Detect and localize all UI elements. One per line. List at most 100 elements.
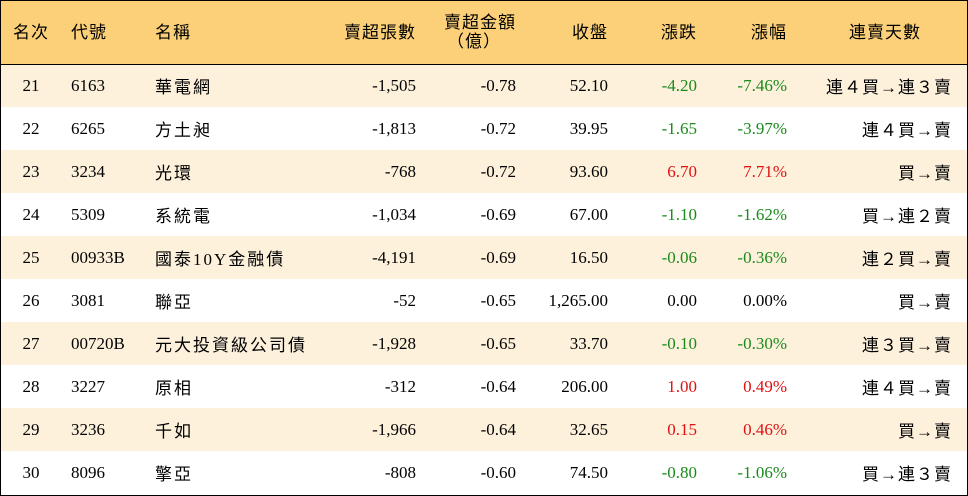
change-pct-cell: -1.62% xyxy=(737,204,787,224)
change-cell: -0.06 xyxy=(661,247,697,267)
net-sell-amount-cell: -0.64 xyxy=(480,419,516,439)
table-row: 27 00720B 元大投資級公司債 -1,928 -0.65 33.70 -0.10 -0.… xyxy=(1,322,967,365)
rank-cell: 28 xyxy=(22,376,40,396)
rank-cell: 26 xyxy=(22,290,40,310)
change-pct-cell: 0.46% xyxy=(743,419,787,439)
table-row: 24 5309 系統電 -1,034 -0.69 67.00 -1.10 -1.62% 買→連２… xyxy=(1,193,967,236)
change-cell: -4.20 xyxy=(661,75,697,95)
code-cell: 3227 xyxy=(71,376,105,396)
net-sell-amount-cell: -0.69 xyxy=(480,204,516,224)
streak-cell: 買→賣 xyxy=(898,293,952,312)
name-cell: 方土昶 xyxy=(155,121,212,140)
net-sell-volume-cell: -52 xyxy=(393,290,416,310)
table-row: 23 3234 光環 -768 -0.72 93.60 6.70 7.71% 買→賣 xyxy=(1,150,967,193)
net-sell-amount-cell: -0.64 xyxy=(480,376,516,396)
net-sell-volume-cell: -1,505 xyxy=(372,75,416,95)
net-sell-volume-cell: -312 xyxy=(384,376,416,396)
close-cell: 206.00 xyxy=(561,376,608,396)
code-cell: 3081 xyxy=(71,290,105,310)
rank-cell: 23 xyxy=(22,161,40,181)
header-net-sell-amount: 賣超金額 （億） xyxy=(418,1,519,65)
header-net-sell-volume: 賣超張數 xyxy=(306,1,418,65)
code-cell: 00933B xyxy=(71,247,125,267)
change-cell: 6.70 xyxy=(667,161,697,181)
streak-cell: 連３買→賣 xyxy=(862,336,952,355)
change-cell: 0.15 xyxy=(667,419,697,439)
net-sell-volume-cell: -1,966 xyxy=(372,419,416,439)
rank-cell: 21 xyxy=(22,75,40,95)
code-cell: 3234 xyxy=(71,161,105,181)
name-cell: 華電網 xyxy=(155,78,212,98)
net-sell-amount-cell: -0.65 xyxy=(480,290,516,310)
net-sell-volume-cell: -1,928 xyxy=(372,333,416,353)
close-cell: 93.60 xyxy=(569,161,608,181)
change-cell: 0.00 xyxy=(667,290,697,310)
header-change: 漲跌 xyxy=(609,1,699,65)
net-sell-volume-cell: -1,034 xyxy=(372,204,416,224)
table-row: 26 3081 聯亞 -52 -0.65 1,265.00 0.00 0.00% 買→賣 xyxy=(1,279,967,322)
change-cell: -1.10 xyxy=(661,204,697,224)
table-row: 30 8096 擎亞 -808 -0.60 74.50 -0.80 -1.06% 買→連３賣 xyxy=(1,451,967,494)
net-sell-amount-cell: -0.78 xyxy=(480,75,516,95)
change-cell: -0.10 xyxy=(661,333,697,353)
change-cell: -1.65 xyxy=(661,118,697,138)
code-cell: 5309 xyxy=(71,204,105,224)
net-sell-amount-cell: -0.69 xyxy=(480,247,516,267)
header-name: 名稱 xyxy=(143,1,306,65)
net-sell-volume-cell: -4,191 xyxy=(372,247,416,267)
close-cell: 33.70 xyxy=(569,333,608,353)
header-net-sell-amount-line2: （億） xyxy=(447,32,501,52)
name-cell: 系統電 xyxy=(155,207,212,226)
table-row: 21 6163 華電網 -1,505 -0.78 52.10 -4.20 -7.46% 連４買→… xyxy=(1,64,967,107)
change-pct-cell: -7.46% xyxy=(737,75,787,95)
name-cell: 聯亞 xyxy=(155,293,193,312)
code-cell: 00720B xyxy=(71,333,125,353)
table-row: 28 3227 原相 -312 -0.64 206.00 1.00 0.49% 連４買→賣 xyxy=(1,365,967,408)
rank-cell: 29 xyxy=(22,419,40,439)
change-pct-cell: 7.71% xyxy=(743,161,787,181)
streak-cell: 買→連２賣 xyxy=(862,207,952,226)
streak-cell: 買→賣 xyxy=(898,164,952,183)
rank-cell: 24 xyxy=(22,204,40,224)
change-pct-cell: 0.49% xyxy=(743,376,787,396)
close-cell: 52.10 xyxy=(569,75,608,95)
code-cell: 8096 xyxy=(71,462,105,482)
close-cell: 67.00 xyxy=(569,204,608,224)
name-cell: 擎亞 xyxy=(155,465,193,484)
net-sell-amount-cell: -0.65 xyxy=(480,333,516,353)
code-cell: 6163 xyxy=(71,75,105,95)
code-cell: 3236 xyxy=(71,419,105,439)
header-close: 收盤 xyxy=(519,1,609,65)
rank-cell: 25 xyxy=(22,247,40,267)
change-cell: 1.00 xyxy=(667,376,697,396)
streak-cell: 連４買→賣 xyxy=(862,379,952,398)
header-row: 名次 代號 名稱 賣超張數 賣超金額 （億） 收盤 漲跌 漲幅 連賣天數 xyxy=(1,1,967,65)
name-cell: 光環 xyxy=(155,164,193,183)
close-cell: 74.50 xyxy=(569,462,608,482)
table-header: 名次 代號 名稱 賣超張數 賣超金額 （億） 收盤 漲跌 漲幅 連賣天數 xyxy=(1,1,967,65)
close-cell: 39.95 xyxy=(569,118,608,138)
table-row: 22 6265 方土昶 -1,813 -0.72 39.95 -1.65 -3.97% 連４買→… xyxy=(1,107,967,150)
change-pct-cell: -3.97% xyxy=(737,118,787,138)
header-rank: 名次 xyxy=(1,1,61,65)
streak-cell: 買→賣 xyxy=(898,422,952,441)
rank-cell: 22 xyxy=(22,118,40,138)
header-streak: 連賣天數 xyxy=(789,1,967,65)
rank-cell: 30 xyxy=(22,462,40,482)
table-body: 21 6163 華電網 -1,505 -0.78 52.10 -4.20 -7.46% 連４買→… xyxy=(1,64,967,494)
streak-cell: 連４買→賣 xyxy=(862,121,952,140)
net-sell-amount-cell: -0.72 xyxy=(480,118,516,138)
net-sell-volume-cell: -1,813 xyxy=(372,118,416,138)
name-cell: 千如 xyxy=(155,422,193,441)
net-sell-volume-cell: -808 xyxy=(384,462,416,482)
streak-cell: 連４買→連３賣 xyxy=(826,78,952,98)
net-sell-amount-cell: -0.60 xyxy=(480,462,516,482)
table-row: 29 3236 千如 -1,966 -0.64 32.65 0.15 0.46% 買→賣 xyxy=(1,408,967,451)
change-pct-cell: -1.06% xyxy=(737,462,787,482)
name-cell: 國泰10Y金融債 xyxy=(155,250,286,269)
table-row: 25 00933B 國泰10Y金融債 -4,191 -0.69 16.50 -0.06 -0.… xyxy=(1,236,967,279)
close-cell: 32.65 xyxy=(569,419,608,439)
net-sell-volume-cell: -768 xyxy=(384,161,416,181)
